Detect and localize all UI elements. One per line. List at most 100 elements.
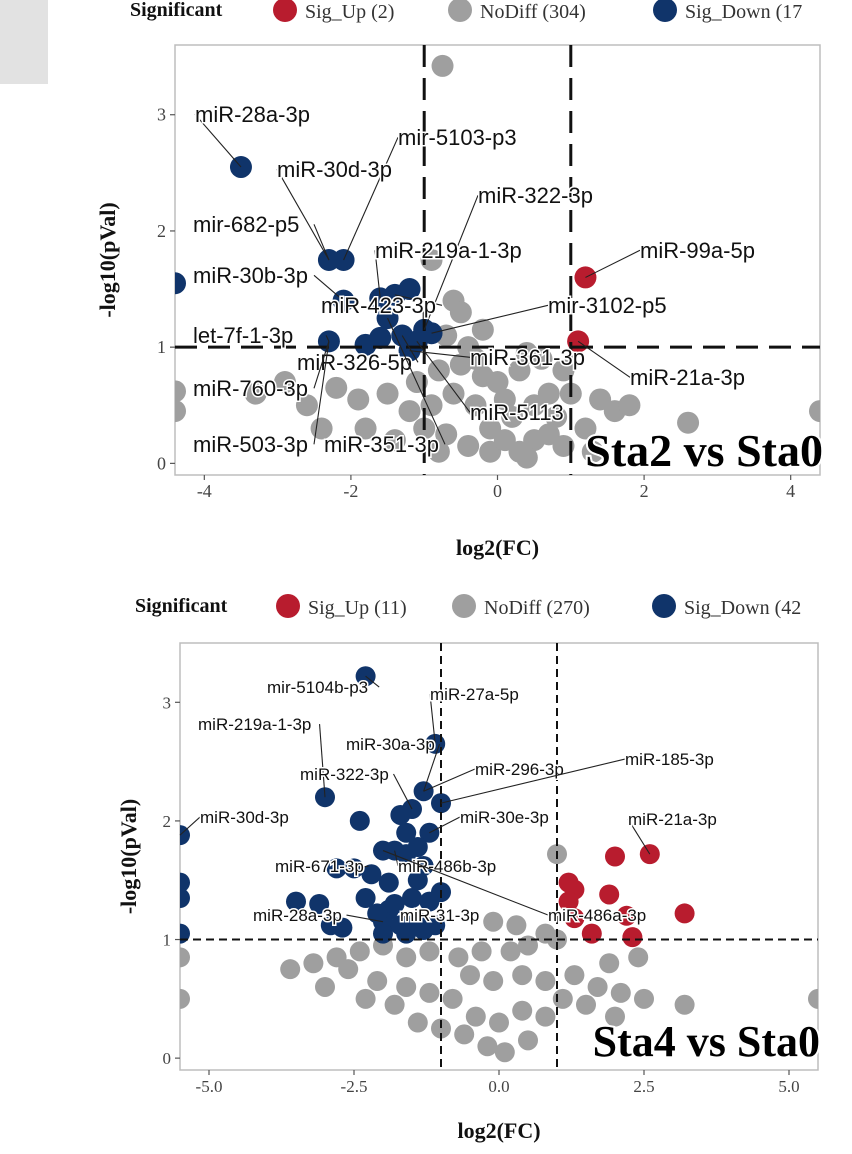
point-no-diff xyxy=(347,388,370,411)
point-no-diff xyxy=(618,394,641,417)
label-leader-line xyxy=(387,317,446,445)
point-no-diff xyxy=(419,941,440,962)
point-no-diff xyxy=(303,953,324,974)
point-no-diff xyxy=(431,1018,451,1039)
point-label: miR-30e-3p xyxy=(460,808,549,827)
point-label: miR-671-3p xyxy=(275,857,364,876)
point-labels: mir-5104b-p3 miR-27a-5p miR-219a-1-3p miR-3… xyxy=(179,675,718,927)
point-no-diff xyxy=(589,388,612,411)
label-leader-line xyxy=(416,341,471,413)
point-label: miR-31-3p xyxy=(400,906,479,925)
legend-label-sig_down: Sig_Down (42 xyxy=(684,597,801,619)
y-tick-label: 1 xyxy=(163,931,172,950)
label-leader-line xyxy=(440,758,626,804)
point-no-diff xyxy=(483,911,504,932)
point-label: let-7f-1-3p xyxy=(193,323,293,348)
point-no-diff xyxy=(448,947,469,968)
y-tick-label: 1 xyxy=(157,337,166,357)
label-leader-line xyxy=(394,294,443,306)
point-no-diff xyxy=(398,400,421,423)
point-label: miR-361-3p xyxy=(470,345,585,370)
point-no-diff xyxy=(442,988,463,1009)
x-axis-title: log2(FC) xyxy=(457,1118,540,1143)
point-no-diff xyxy=(175,380,186,403)
point-no-diff xyxy=(545,405,568,428)
legend: Significant Sig_Up (11) NoDiff (270) Sig_Do… xyxy=(135,594,801,619)
point-no-diff xyxy=(477,1036,498,1057)
point-no-diff xyxy=(471,941,492,962)
point-no-diff xyxy=(325,376,348,399)
plot-area xyxy=(179,642,819,1071)
point-no-diff xyxy=(628,947,649,968)
point-label: miR-28a-3p xyxy=(253,906,342,925)
y-axis-title: -log10(pVal) xyxy=(95,202,120,317)
point-no-diff xyxy=(512,965,533,986)
point-sig-down xyxy=(349,810,370,831)
legend: Significant Sig_Up (2) NoDiff (304) Sig_Dow… xyxy=(130,0,802,23)
point-label: miR-322-3p xyxy=(300,765,389,784)
label-leader-line xyxy=(399,914,418,923)
x-tick-label: 0 xyxy=(493,481,502,501)
point-sig-down xyxy=(396,923,417,944)
point-sig-down xyxy=(373,923,393,944)
point-no-diff xyxy=(508,359,531,382)
y-tick-label: 0 xyxy=(163,1049,172,1068)
point-no-diff xyxy=(535,971,556,992)
point-no-diff xyxy=(295,394,318,417)
point-sig-down xyxy=(180,872,190,893)
point-no-diff xyxy=(610,982,631,1003)
label-leader-line xyxy=(319,724,326,798)
legend-swatch-no_diff xyxy=(448,0,472,22)
point-no-diff xyxy=(535,1006,556,1027)
chart-panel-2: Significant Sig_Up (11) NoDiff (270) Sig_Do… xyxy=(116,594,822,1143)
point-no-diff xyxy=(310,417,333,440)
point-no-diff xyxy=(564,965,585,986)
point-no-diff xyxy=(486,371,509,394)
point-no-diff xyxy=(384,994,405,1015)
point-no-diff xyxy=(180,988,190,1009)
legend-swatch-sig_down xyxy=(652,594,676,618)
legend-label-sig_up: Sig_Up (11) xyxy=(308,597,407,619)
point-no-diff xyxy=(244,382,267,405)
point-label: miR-296-3p xyxy=(475,760,564,779)
point-no-diff xyxy=(515,446,538,469)
point-sig-down xyxy=(398,278,421,301)
point-no-diff xyxy=(501,405,524,428)
y-tick-label: 2 xyxy=(163,812,172,831)
point-no-diff xyxy=(576,994,596,1015)
legend-title: Significant xyxy=(130,0,223,21)
point-sig-down xyxy=(286,891,306,912)
threshold-lines xyxy=(175,45,820,475)
point-no-diff xyxy=(483,971,504,992)
point-sig-down xyxy=(180,923,190,944)
point-no-diff xyxy=(431,54,454,77)
point-no-diff xyxy=(674,994,695,1015)
x-tick-label: 4 xyxy=(786,481,795,501)
point-sig-down xyxy=(367,903,388,924)
point-no-diff xyxy=(376,382,399,405)
point-no-diff xyxy=(530,347,553,370)
x-axis-title: log2(FC) xyxy=(456,535,539,560)
point-no-diff xyxy=(420,249,443,271)
y-tick-label: 3 xyxy=(157,105,166,125)
chart-panel-1: Significant Sig_Up (2) NoDiff (304) Sig_Dow… xyxy=(95,0,825,560)
point-label: miR-486a-3p xyxy=(548,906,646,925)
point-no-diff xyxy=(396,976,417,997)
label-leader-line xyxy=(313,341,330,445)
point-sig-up xyxy=(674,903,695,924)
legend-swatch-sig_down xyxy=(653,0,677,22)
label-leader-line xyxy=(353,865,369,869)
x-tick-label: -2.5 xyxy=(341,1077,368,1096)
point-no-diff xyxy=(506,915,527,936)
point-sig-up xyxy=(616,905,637,926)
point-sig-down xyxy=(180,825,190,846)
point-label: miR-28a-3p xyxy=(195,102,310,127)
label-leader-line xyxy=(394,850,399,867)
point-sig-down xyxy=(175,272,186,295)
corner-placeholder-block xyxy=(0,0,48,84)
point-no-diff xyxy=(493,429,516,452)
point-no-diff xyxy=(494,1042,515,1063)
point-label: miR-30a-3p xyxy=(346,735,435,754)
point-sig-down xyxy=(402,888,422,909)
